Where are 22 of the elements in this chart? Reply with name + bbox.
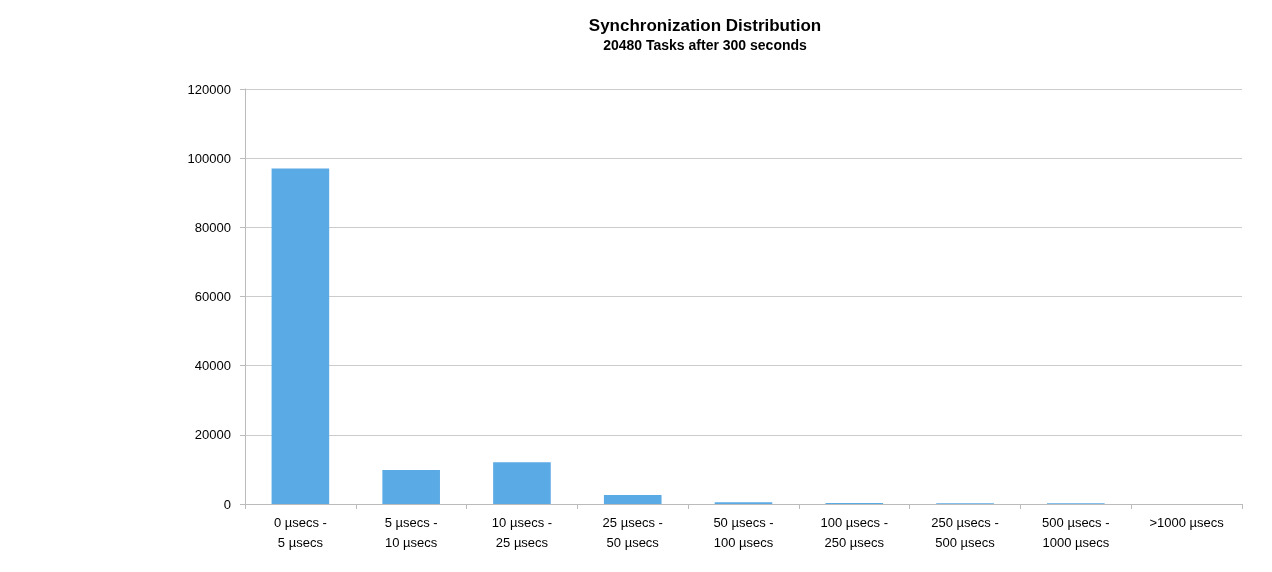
y-tick-label: 100000 bbox=[187, 150, 231, 166]
x-tick-label: 50 µsecs - 100 µsecs bbox=[713, 514, 774, 550]
y-tick-label: 20000 bbox=[194, 427, 231, 443]
x-tick-label: 0 µsecs - 5 µsecs bbox=[273, 514, 327, 550]
y-tick-label: 40000 bbox=[194, 358, 231, 374]
y-tick-label: 120000 bbox=[187, 81, 231, 97]
bar bbox=[382, 470, 440, 504]
y-tick-label: 80000 bbox=[194, 219, 231, 235]
bar bbox=[271, 168, 330, 504]
x-tick-label: >1000 µsecs bbox=[1149, 514, 1225, 530]
chart-subtitle: 20480 Tasks after 300 seconds bbox=[603, 37, 808, 53]
x-tick-label: 100 µsecs - 250 µsecs bbox=[820, 514, 889, 550]
x-tick-label: 250 µsecs - 500 µsecs bbox=[931, 514, 999, 550]
chart-title: Synchronization Distribution bbox=[588, 16, 822, 35]
x-tick-label: 10 µsecs - 25 µsecs bbox=[491, 514, 553, 550]
y-tick-label: 60000 bbox=[194, 289, 231, 304]
bar bbox=[603, 495, 662, 504]
x-tick-label: 5 µsecs - 10 µsecs bbox=[384, 514, 438, 550]
x-tick-label: 25 µsecs - 50 µsecs bbox=[602, 514, 663, 550]
y-tick-label: 0 bbox=[223, 496, 231, 512]
bar bbox=[493, 462, 551, 504]
x-tick-label: 500 µsecs - 1000 µsecs bbox=[1042, 514, 1110, 550]
